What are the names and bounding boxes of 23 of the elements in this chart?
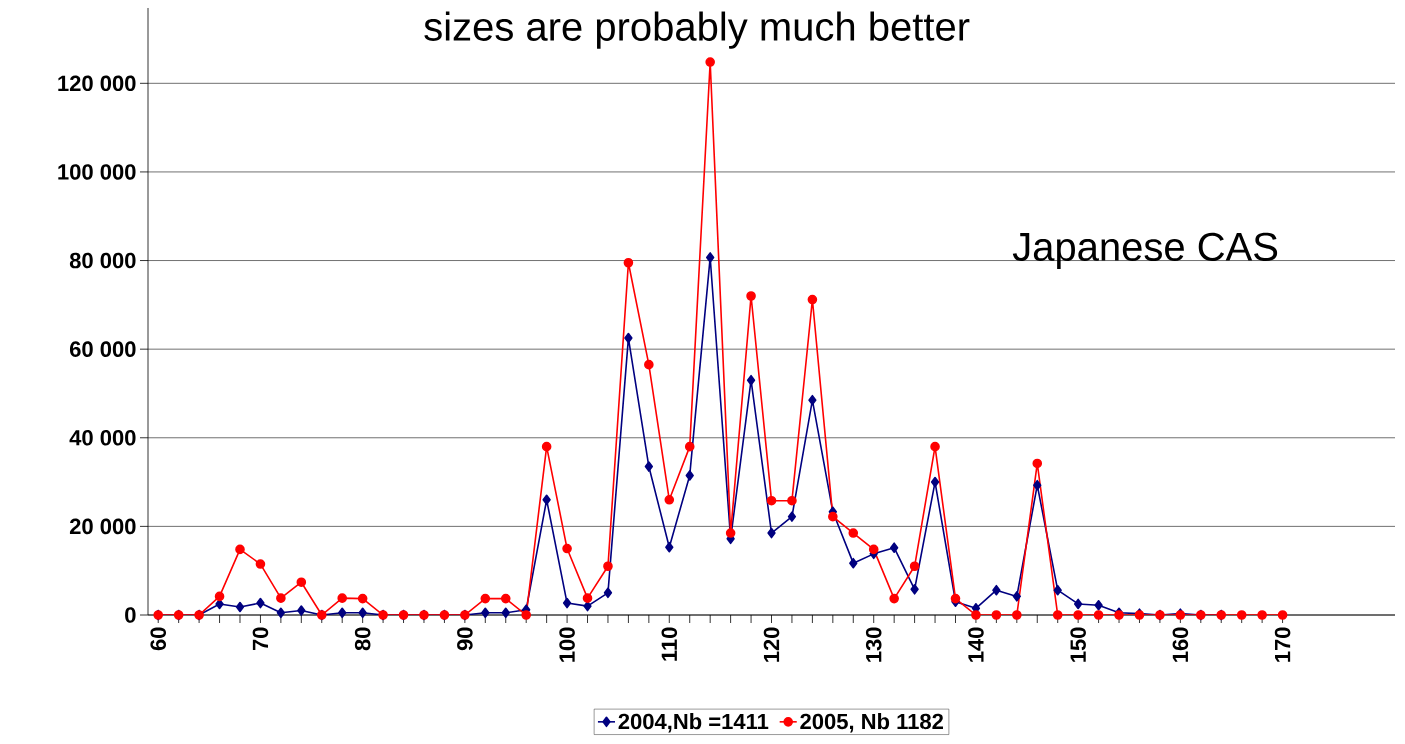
legend-label: 2005, Nb 1182: [800, 713, 943, 733]
x-tick-label: 110: [661, 627, 678, 661]
x-tick-label: 120: [763, 627, 780, 662]
y-tick-label: 120 000: [58, 75, 136, 92]
legend-label: 2004,Nb =1411: [618, 713, 769, 733]
chart-title: sizes are probably much better: [424, 11, 970, 49]
y-tick-label: 20 000: [69, 518, 136, 535]
x-tick-label: 160: [1172, 627, 1189, 662]
x-tick-label: 170: [1274, 627, 1291, 662]
y-tick-label: 40 000: [69, 429, 136, 446]
y-tick-label: 0: [125, 607, 136, 623]
x-tick-label: 80: [354, 627, 371, 651]
x-tick-label: 90: [457, 627, 473, 651]
x-tick-label: 130: [865, 627, 882, 662]
x-tick-label: 150: [1070, 627, 1086, 662]
x-tick-label: 60: [150, 627, 167, 651]
y-tick-label: 100 000: [58, 164, 136, 180]
x-tick-label: 140: [968, 627, 984, 662]
y-tick-label: 80 000: [69, 252, 136, 269]
annotation: Japanese CAS: [1012, 232, 1278, 269]
y-tick-label: 60 000: [69, 341, 136, 357]
x-tick-label: 100: [559, 627, 575, 662]
x-tick-label: 70: [252, 627, 269, 651]
